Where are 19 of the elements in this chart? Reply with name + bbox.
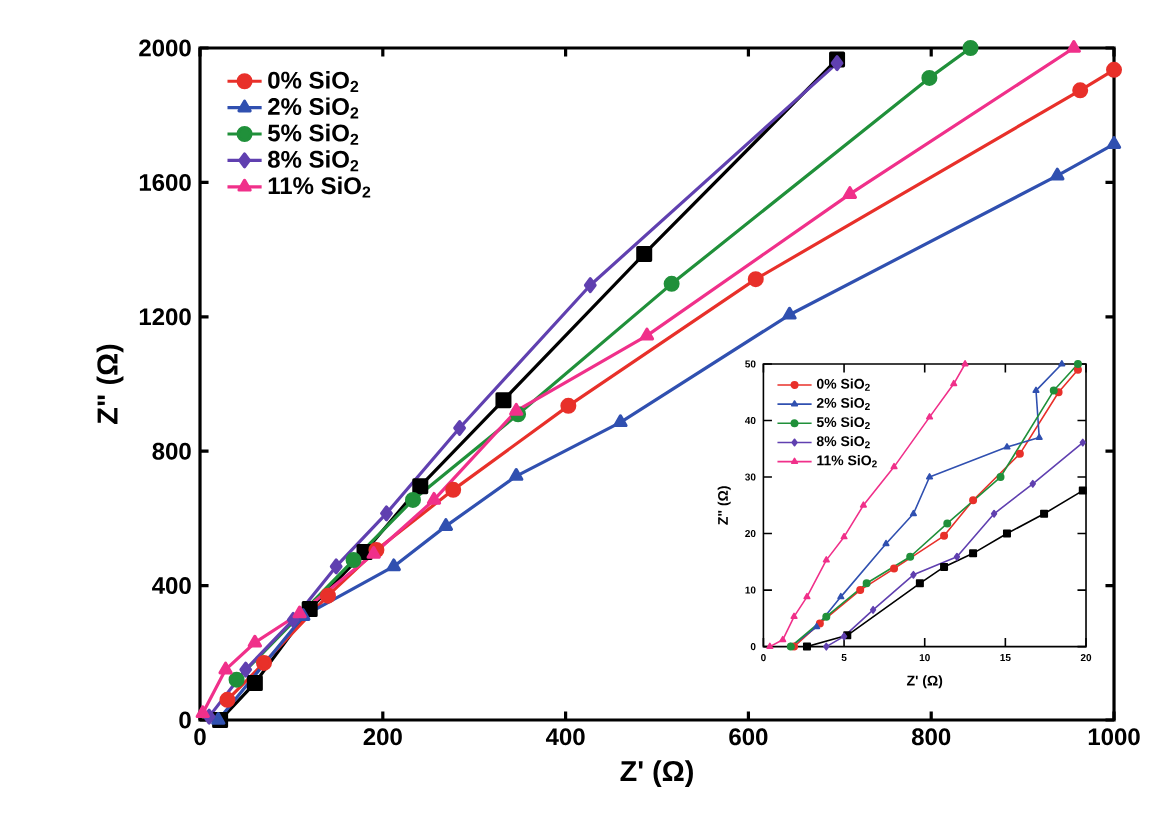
- legend-label: 2% SiO$_{2}$: [268, 97, 359, 119]
- y-axis-title: Z" (Ω): [96, 344, 124, 424]
- y-tick-label: 800: [152, 442, 191, 460]
- y-tick-label: 2000: [139, 39, 191, 57]
- x-tick-label: 800: [911, 728, 951, 746]
- x-tick-label: 1000: [1088, 728, 1140, 746]
- y-tick-label: 1600: [139, 173, 191, 191]
- legend-label: 8% SiO$_{2}$: [267, 150, 359, 172]
- x-tick-label: 600: [729, 728, 768, 746]
- x-axis-title: Z' (Ω): [620, 760, 693, 788]
- x-tick-label: 400: [545, 728, 585, 746]
- x-tick-label: 0: [194, 728, 206, 746]
- y-tick-label: 1200: [139, 308, 191, 326]
- x-tick-label: 200: [363, 728, 402, 746]
- y-tick-label: 0: [179, 711, 191, 729]
- y-tick-label: 400: [152, 577, 191, 595]
- legend-label: 0% SiO$_{2}$: [268, 71, 359, 93]
- legend-label: 11% SiO$_{2}$: [268, 176, 371, 198]
- legend-label: 5% SiO$_{2}$: [267, 123, 359, 145]
